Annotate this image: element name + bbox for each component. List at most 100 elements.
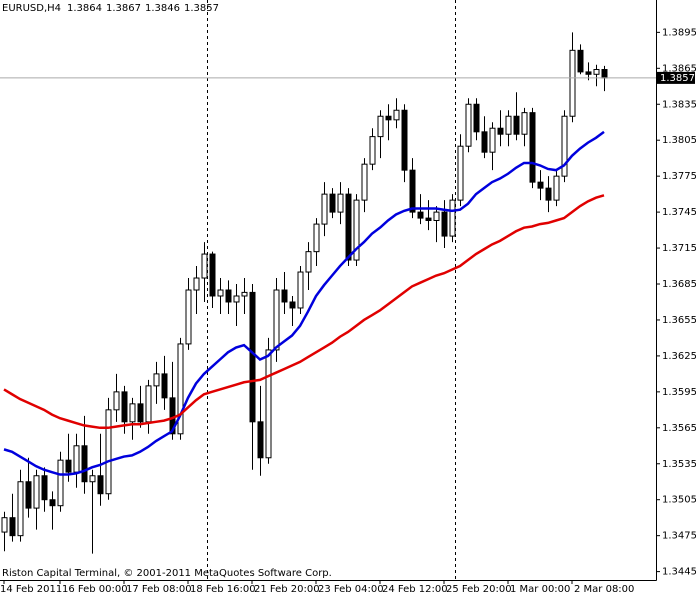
candle-body — [417, 211, 424, 219]
open-price: 1.3864 — [67, 3, 102, 14]
y-tick-label: 1.3805 — [662, 135, 696, 146]
y-tick-label: 1.3595 — [662, 387, 696, 398]
candle-body — [217, 289, 224, 297]
candle-body — [73, 445, 80, 473]
candle-body — [233, 295, 240, 303]
candle-body — [353, 199, 360, 261]
candle-body — [241, 291, 248, 297]
candle-body — [489, 127, 496, 153]
candle-body — [121, 391, 128, 423]
candle-body — [409, 169, 416, 213]
candle-body — [113, 391, 120, 411]
candle-body — [321, 193, 328, 225]
low-price: 1.3846 — [145, 3, 180, 14]
candle-body — [425, 217, 432, 221]
candle-body — [281, 289, 288, 303]
candle-body — [513, 115, 520, 135]
candle-body — [161, 373, 168, 399]
candle-body — [361, 163, 368, 201]
candle-body — [57, 459, 64, 507]
x-tick-label: 21 Feb 20:00 — [254, 584, 320, 595]
x-tick-label: 14 Feb 2011 — [0, 584, 62, 595]
chart-title: EURUSD,H4 1.3864 1.3867 1.3846 1.3857 — [2, 3, 219, 14]
candle-body — [17, 481, 24, 537]
candle-body — [369, 136, 376, 165]
candle-body — [345, 193, 352, 261]
y-tick-label: 1.3565 — [662, 423, 696, 434]
candle-body — [505, 115, 512, 135]
candle-body — [177, 343, 184, 435]
candle-body — [377, 115, 384, 138]
candle-body — [9, 517, 16, 537]
candle-body — [457, 145, 464, 201]
candle-body — [1, 517, 8, 533]
candle-body — [225, 289, 232, 303]
x-tick-label: 16 Feb 00:00 — [62, 584, 128, 595]
candle-body — [393, 109, 400, 121]
candle-body — [553, 175, 560, 201]
candle-body — [89, 475, 96, 483]
x-tick-label: 17 Feb 08:00 — [126, 584, 192, 595]
y-tick-label: 1.3775 — [662, 171, 696, 182]
y-tick-label: 1.3475 — [662, 531, 696, 542]
candle-body — [385, 115, 392, 121]
x-tick-label: 1 Mar 00:00 — [510, 584, 570, 595]
x-tick-label: 24 Feb 12:00 — [382, 584, 448, 595]
candle-body — [577, 49, 584, 73]
candle-body — [329, 193, 336, 213]
candle-body — [593, 69, 600, 75]
candle-body — [449, 199, 456, 237]
candle-body — [305, 251, 312, 273]
x-tick-label: 25 Feb 20:00 — [446, 584, 512, 595]
candle-body — [585, 71, 592, 75]
footer: Riston Capital Terminal, © 2001-2011 Met… — [2, 568, 332, 579]
candle-body — [401, 109, 408, 171]
candle-body — [97, 475, 104, 495]
candle-body — [433, 211, 440, 221]
y-tick-label: 1.3895 — [662, 27, 696, 38]
candle-body — [153, 373, 160, 387]
candle-body — [249, 291, 256, 423]
last-price-label: 1.3857 — [660, 73, 695, 84]
candle-body — [313, 223, 320, 253]
candle-body — [137, 403, 144, 423]
candle-body — [25, 481, 32, 509]
candle-body — [201, 253, 208, 279]
close-price: 1.3857 — [184, 3, 219, 14]
candle-body — [265, 349, 272, 459]
y-tick-label: 1.3715 — [662, 243, 696, 254]
last-price-box — [657, 71, 695, 84]
y-tick-label: 1.3655 — [662, 315, 696, 326]
candle-body — [145, 385, 152, 423]
candle-body — [569, 49, 576, 117]
candle-body — [537, 181, 544, 189]
candle-body — [273, 289, 280, 351]
y-tick-label: 1.3445 — [662, 567, 696, 578]
candle-body — [529, 112, 536, 183]
x-tick-label: 2 Mar 08:00 — [574, 584, 634, 595]
candle-body — [129, 403, 136, 423]
moving-average — [3, 194, 605, 430]
y-tick-label: 1.3865 — [662, 63, 696, 74]
candle-body — [601, 69, 608, 79]
high-price: 1.3867 — [106, 3, 141, 14]
candle-body — [289, 301, 296, 309]
y-tick-label: 1.3535 — [662, 459, 696, 470]
candle-body — [497, 127, 504, 135]
candle-body — [561, 115, 568, 177]
x-tick-label: 18 Feb 16:00 — [190, 584, 256, 595]
candle-body — [481, 131, 488, 153]
candle-body — [33, 475, 40, 509]
moving-average — [3, 130, 605, 476]
candle-body — [337, 193, 344, 213]
candle-body — [441, 211, 448, 237]
candle-body — [465, 103, 472, 147]
candle-body — [473, 103, 480, 133]
candle-body — [545, 187, 552, 201]
y-tick-label: 1.3835 — [662, 99, 696, 110]
candle-body — [257, 421, 264, 459]
candle-body — [521, 112, 528, 135]
symbol: EURUSD,H4 — [2, 3, 61, 14]
